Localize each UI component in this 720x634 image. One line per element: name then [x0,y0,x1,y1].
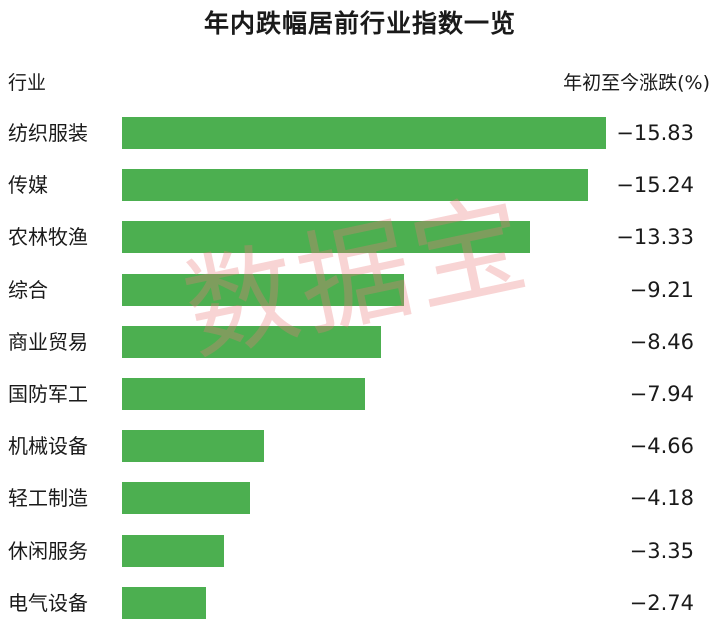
value-label: −9.21 [629,278,694,302]
bar [122,117,606,149]
category-label: 商业贸易 [8,330,88,354]
chart-title: 年内跌幅居前行业指数一览 [203,9,516,38]
value-label: −2.74 [629,591,694,615]
value-label: −8.46 [629,330,694,354]
value-label: −4.18 [629,486,694,510]
category-label: 国防军工 [8,382,88,406]
category-header: 行业 [8,72,47,94]
bar [122,326,381,358]
category-label: 电气设备 [8,591,88,615]
value-label: −15.83 [616,121,694,145]
bar [122,169,588,201]
value-header: 年初至今涨跌(%) [563,72,710,94]
value-label: −15.24 [616,173,694,197]
bar [122,378,365,410]
value-label: −3.35 [629,539,694,563]
value-label: −13.33 [616,225,694,249]
category-label: 纺织服装 [8,121,88,145]
category-label: 农林牧渔 [8,225,88,249]
bar [122,482,250,514]
category-label: 传媒 [8,173,48,197]
bar [122,274,404,306]
bar [122,430,264,462]
category-label: 综合 [8,278,48,302]
bar [122,587,206,619]
category-label: 休闲服务 [8,539,88,563]
value-label: −4.66 [629,434,694,458]
category-label: 机械设备 [8,434,88,458]
bar [122,535,224,567]
category-label: 轻工制造 [8,486,88,510]
value-label: −7.94 [629,382,694,406]
bar [122,221,530,253]
